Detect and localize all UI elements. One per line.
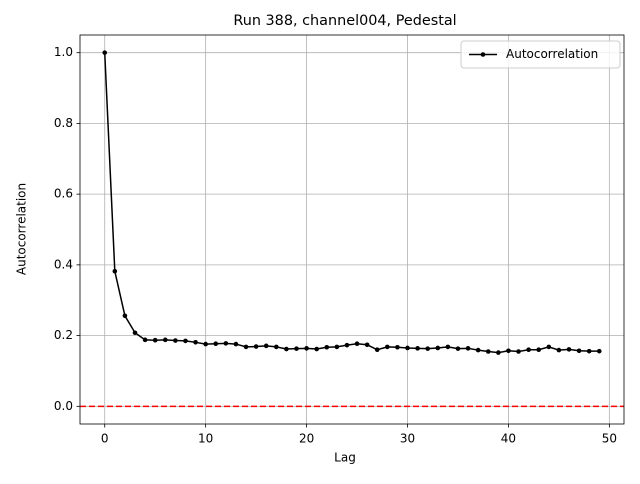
- x-tick-label: 10: [198, 432, 213, 446]
- data-point: [213, 341, 219, 347]
- y-tick-label: 0.6: [54, 187, 73, 201]
- data-point: [485, 349, 491, 354]
- data-point: [112, 268, 118, 274]
- data-point: [162, 337, 168, 343]
- data-point: [566, 347, 572, 352]
- data-point: [294, 346, 299, 351]
- data-point: [203, 341, 208, 347]
- data-point: [526, 347, 531, 353]
- y-tick-label: 0.8: [54, 116, 73, 130]
- data-point: [122, 313, 128, 319]
- data-point: [314, 346, 319, 352]
- x-tick-label: 30: [400, 432, 415, 446]
- data-point: [496, 350, 501, 355]
- data-point: [455, 346, 461, 351]
- legend-box: [460, 40, 621, 69]
- data-point: [233, 341, 239, 347]
- data-point: [395, 344, 400, 350]
- data-point: [173, 338, 178, 343]
- x-axis-label: Lag: [334, 451, 356, 465]
- data-point: [274, 344, 279, 350]
- data-point: [425, 346, 430, 351]
- data-point: [586, 348, 592, 354]
- y-tick-label: 0.0: [54, 399, 73, 413]
- data-point: [223, 341, 229, 346]
- data-point: [304, 346, 309, 351]
- x-tick-label: 50: [602, 432, 617, 446]
- data-point: [506, 348, 511, 354]
- plot-frame: [79, 34, 625, 425]
- data-point: [284, 346, 289, 352]
- data-point: [193, 340, 198, 345]
- data-point: [102, 50, 108, 55]
- data-point: [415, 346, 420, 351]
- y-axis-label: Autocorrelation: [15, 183, 29, 275]
- data-point: [354, 341, 360, 347]
- data-point: [405, 345, 410, 351]
- data-point: [364, 342, 370, 348]
- data-point: [142, 337, 148, 343]
- data-point: [324, 344, 330, 350]
- data-point: [152, 337, 158, 343]
- data-point: [465, 346, 471, 351]
- data-point: [546, 344, 552, 350]
- data-point: [132, 330, 138, 336]
- x-tick-label: 40: [501, 432, 516, 446]
- y-tick-label: 1.0: [54, 45, 73, 59]
- data-point: [385, 344, 390, 350]
- data-point: [344, 342, 350, 348]
- data-point: [253, 344, 259, 349]
- data-point: [243, 344, 249, 350]
- y-tick-label: 0.4: [54, 257, 73, 271]
- legend-label: Autocorrelation: [506, 47, 598, 61]
- data-point: [374, 347, 380, 353]
- data-point: [334, 344, 340, 350]
- data-point: [435, 345, 441, 351]
- data-point: [183, 338, 188, 344]
- legend-marker: [480, 52, 486, 57]
- data-point: [556, 347, 562, 353]
- data-point: [445, 344, 451, 350]
- chart-title: Run 388, channel004, Pedestal: [233, 13, 456, 29]
- data-point: [536, 347, 542, 353]
- data-point: [475, 347, 481, 353]
- y-tick-label: 0.2: [54, 328, 73, 342]
- data-point: [576, 348, 582, 354]
- data-point: [263, 343, 269, 349]
- data-point: [516, 349, 521, 354]
- data-point: [596, 348, 602, 354]
- x-tick-label: 0: [101, 432, 109, 446]
- x-tick-label: 20: [299, 432, 314, 446]
